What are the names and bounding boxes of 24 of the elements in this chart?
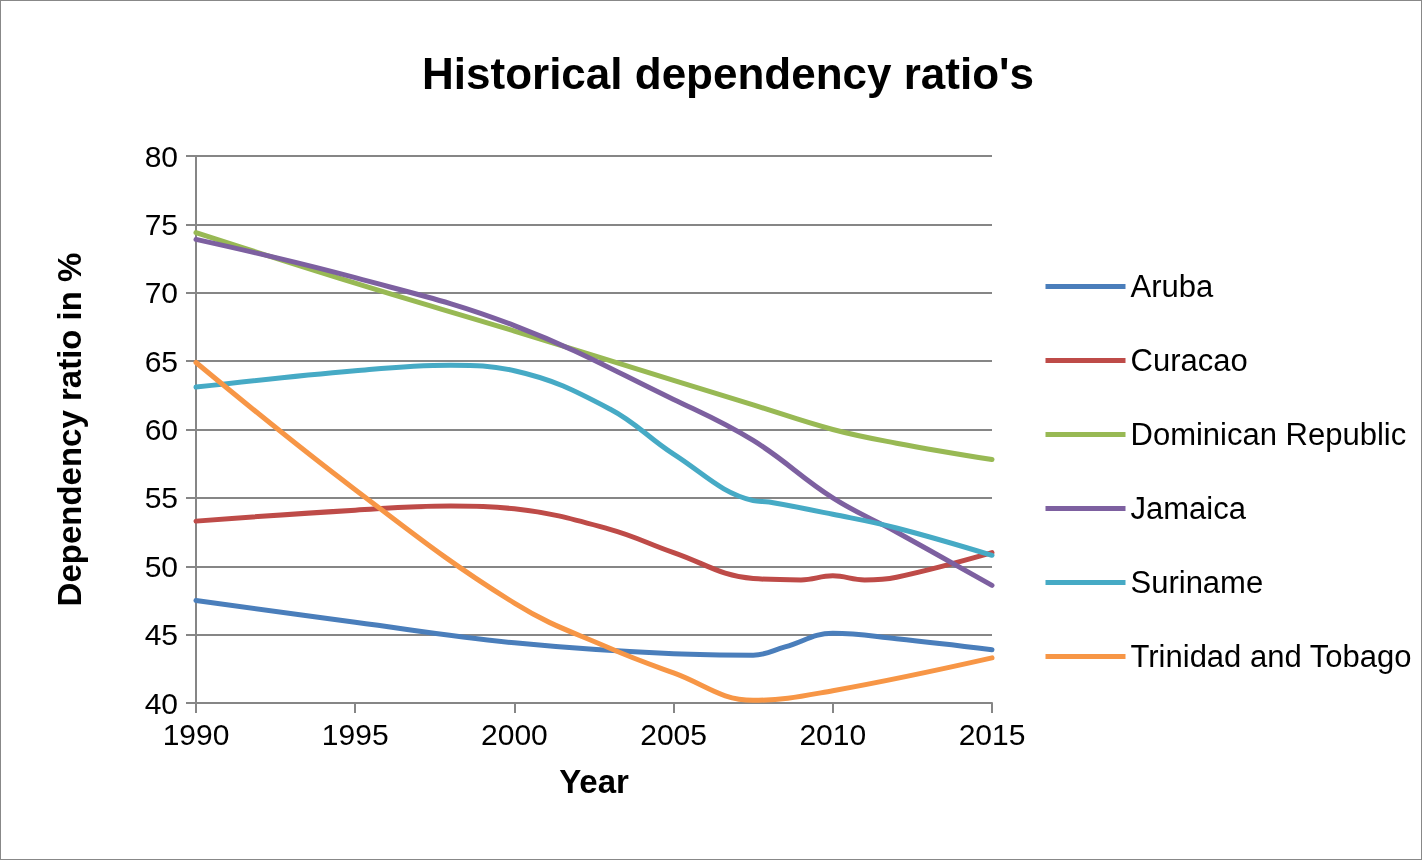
legend-label: Trinidad and Tobago	[1130, 639, 1412, 674]
x-tick-label: 1995	[321, 717, 389, 751]
x-tick-label: 2010	[799, 717, 867, 751]
chart-title: Historical dependency ratio's	[422, 48, 1034, 98]
legend-label: Jamaica	[1130, 491, 1247, 526]
x-axis-title: Year	[559, 763, 630, 800]
y-tick-label: 40	[144, 686, 178, 720]
x-tick-label: 2015	[958, 717, 1026, 751]
y-tick-label: 70	[144, 276, 178, 310]
y-tick-label: 65	[144, 344, 178, 378]
x-tick-label: 2000	[481, 717, 548, 751]
x-tick-label: 2005	[640, 717, 707, 751]
y-tick-label: 50	[144, 549, 178, 583]
x-tick-label: 1990	[162, 717, 230, 751]
y-tick-label: 45	[144, 618, 178, 652]
legend-label: Aruba	[1130, 269, 1214, 304]
y-tick-label: 60	[144, 413, 178, 446]
legend-label: Curacao	[1130, 343, 1248, 378]
legend-label: Suriname	[1130, 565, 1264, 600]
y-tick-label: 75	[144, 207, 178, 241]
y-axis-title: Dependency ratio in %	[51, 252, 88, 607]
legend-label: Dominican Republic	[1130, 417, 1407, 452]
y-tick-label: 55	[144, 481, 178, 515]
y-tick-label: 80	[144, 139, 178, 173]
